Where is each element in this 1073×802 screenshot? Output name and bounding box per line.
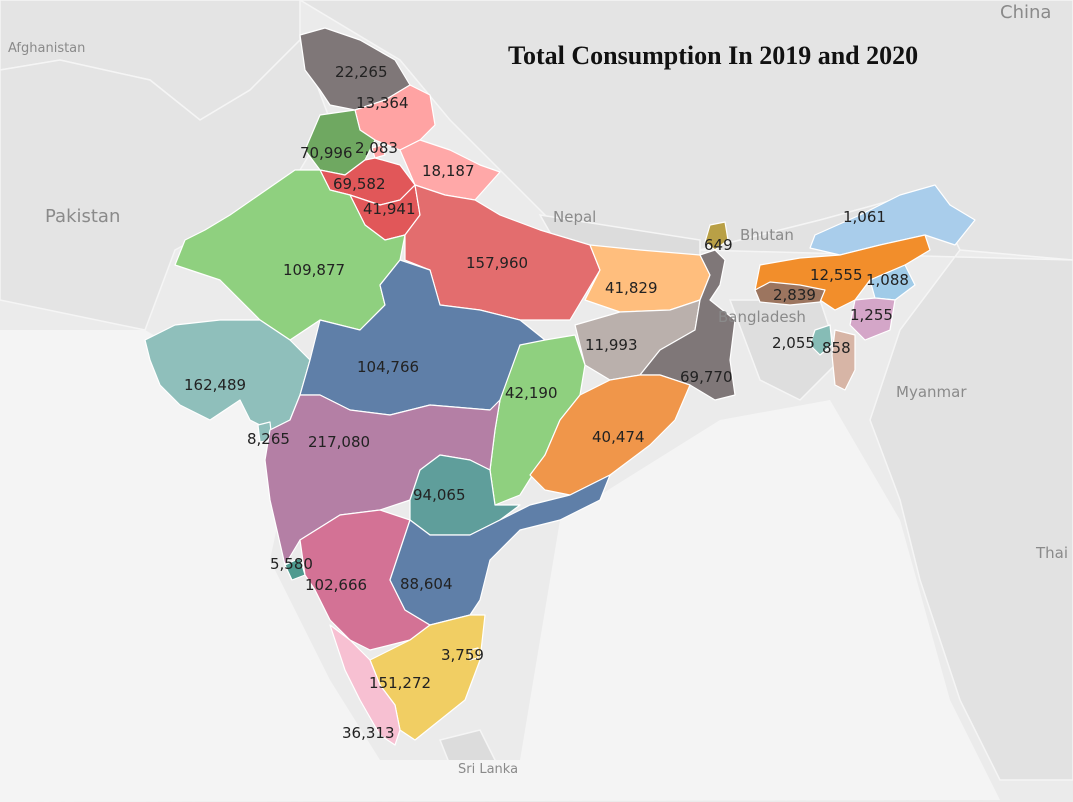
region-tripura[interactable]: [809, 324, 833, 356]
value-label-kerala: 36,313: [342, 724, 395, 742]
value-label-sikkim: 649: [704, 236, 733, 254]
country-label-bhutan: Bhutan: [740, 226, 794, 244]
value-label-tamil-nadu: 151,272: [369, 674, 431, 692]
value-label-meghalaya: 2,839: [773, 286, 816, 304]
country-label-bangladesh: Bangladesh: [718, 308, 806, 326]
region-odisha[interactable]: [529, 374, 691, 496]
country-label-thailand: Thai: [1035, 544, 1068, 562]
value-label-uttarakhand: 18,187: [422, 162, 475, 180]
region-arunachal-pradesh[interactable]: [809, 184, 976, 256]
region-kerala[interactable]: [329, 624, 401, 746]
region-puducherry[interactable]: [469, 647, 479, 661]
ocean: [0, 330, 1000, 802]
value-label-gujarat: 162,489: [184, 376, 246, 394]
region-chandigarh[interactable]: [371, 144, 386, 159]
value-label-telangana: 94,065: [413, 486, 466, 504]
value-label-punjab: 70,996: [300, 144, 353, 162]
country-label-srilanka: Sri Lanka: [458, 762, 518, 777]
region-meghalaya[interactable]: [754, 281, 826, 306]
region-andhra-pradesh[interactable]: [389, 474, 611, 626]
value-label-andhra-pradesh: 88,604: [400, 575, 453, 593]
country-label-afghanistan: Afghanistan: [8, 41, 85, 56]
value-label-maharashtra: 217,080: [308, 433, 370, 451]
value-label-nagaland: 1,088: [866, 271, 909, 289]
value-label-himachal-pradesh: 13,364: [356, 94, 409, 112]
value-label-madhya-pradesh: 104,766: [357, 358, 419, 376]
country-label-nepal: Nepal: [553, 208, 596, 226]
value-label-assam: 12,555: [810, 266, 863, 284]
value-label-mizoram: 858: [822, 339, 851, 357]
value-label-karnataka: 102,666: [305, 576, 367, 594]
country-label-china: China: [1000, 2, 1051, 23]
value-label-rajasthan: 109,877: [283, 261, 345, 279]
region-sikkim[interactable]: [704, 221, 729, 251]
value-labels: 22,265 13,364 70,996 2,083 18,187 69,582…: [184, 63, 909, 742]
region-west-bengal[interactable]: [639, 249, 736, 401]
country-labels: Afghanistan Pakistan Nepal Bhutan Bangla…: [8, 2, 1068, 777]
value-label-arunachal-pradesh: 1,061: [843, 208, 886, 226]
value-label-goa: 5,580: [270, 555, 313, 573]
value-label-manipur: 1,255: [850, 306, 893, 324]
country-label-myanmar: Myanmar: [896, 383, 967, 401]
value-label-jharkhand: 11,993: [585, 336, 638, 354]
region-manipur[interactable]: [849, 297, 896, 341]
country-label-pakistan: Pakistan: [45, 206, 120, 227]
region-mizoram[interactable]: [831, 329, 856, 391]
value-label-dadra-nagar-haveli: 8,265: [247, 430, 290, 448]
region-nagaland[interactable]: [869, 264, 916, 301]
map-title: Total Consumption In 2019 and 2020: [508, 41, 918, 70]
value-label-chhattisgarh: 42,190: [505, 384, 558, 402]
value-label-west-bengal: 69,770: [680, 368, 733, 386]
value-label-delhi: 41,941: [363, 200, 416, 218]
value-label-haryana: 69,582: [333, 175, 386, 193]
value-label-chandigarh: 2,083: [355, 139, 398, 157]
value-label-puducherry: 3,759: [441, 646, 484, 664]
india-states: [144, 27, 976, 746]
value-label-jammu-kashmir: 22,265: [335, 63, 388, 81]
value-label-odisha: 40,474: [592, 428, 645, 446]
value-label-uttar-pradesh: 157,960: [466, 254, 528, 272]
value-label-bihar: 41,829: [605, 279, 658, 297]
value-label-tripura: 2,055: [772, 334, 815, 352]
